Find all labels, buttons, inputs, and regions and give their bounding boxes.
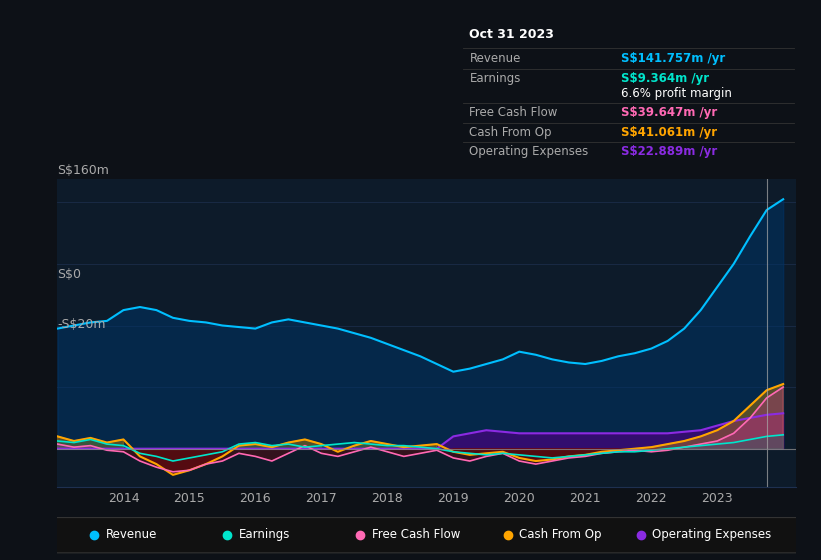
Text: Cash From Op: Cash From Op xyxy=(519,528,602,542)
Text: Revenue: Revenue xyxy=(470,52,521,65)
Text: S$22.889m /yr: S$22.889m /yr xyxy=(621,145,718,158)
Text: S$160m: S$160m xyxy=(57,164,109,178)
FancyBboxPatch shape xyxy=(50,517,804,553)
Text: S$41.061m /yr: S$41.061m /yr xyxy=(621,125,718,139)
Text: Earnings: Earnings xyxy=(239,528,290,542)
Text: Free Cash Flow: Free Cash Flow xyxy=(470,106,557,119)
Text: 6.6% profit margin: 6.6% profit margin xyxy=(621,87,732,100)
Text: S$141.757m /yr: S$141.757m /yr xyxy=(621,52,726,65)
Text: S$9.364m /yr: S$9.364m /yr xyxy=(621,72,709,85)
Text: -S$20m: -S$20m xyxy=(57,318,106,332)
Text: Oct 31 2023: Oct 31 2023 xyxy=(470,29,554,41)
Text: Operating Expenses: Operating Expenses xyxy=(470,145,589,158)
Text: S$0: S$0 xyxy=(57,268,81,281)
Text: Revenue: Revenue xyxy=(106,528,157,542)
Text: Free Cash Flow: Free Cash Flow xyxy=(372,528,460,542)
Text: S$39.647m /yr: S$39.647m /yr xyxy=(621,106,718,119)
Text: Earnings: Earnings xyxy=(470,72,521,85)
Text: Operating Expenses: Operating Expenses xyxy=(653,528,772,542)
Text: Cash From Op: Cash From Op xyxy=(470,125,552,139)
